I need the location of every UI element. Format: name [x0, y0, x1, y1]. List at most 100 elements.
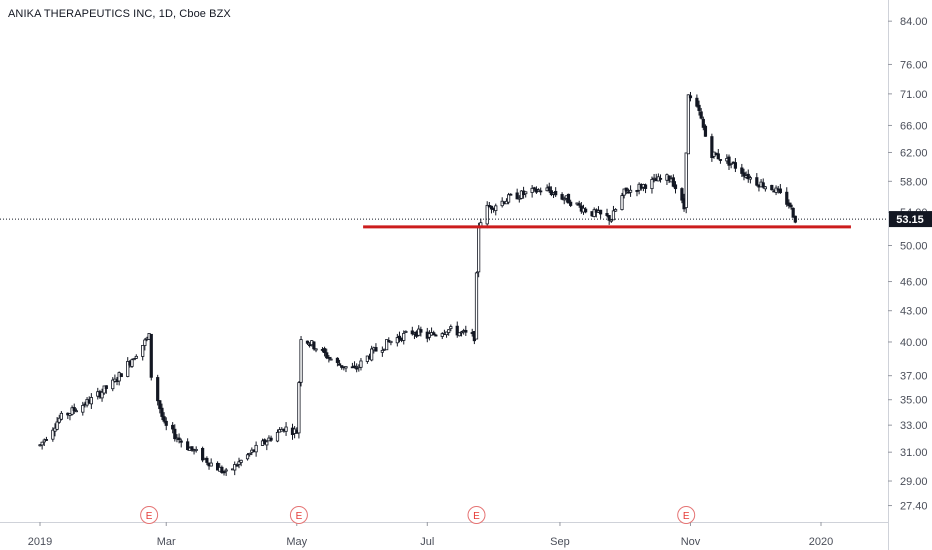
candle-body	[156, 377, 160, 402]
candle-body	[609, 219, 613, 222]
candle-body	[643, 184, 648, 189]
candle-body	[650, 179, 654, 190]
time-tick-label: Mar	[157, 536, 176, 548]
candle-body	[177, 437, 181, 440]
candle-body	[410, 330, 414, 335]
candle-body	[160, 407, 164, 417]
candle-body	[524, 191, 528, 195]
candle-body	[224, 469, 228, 472]
candle-body	[562, 198, 566, 201]
candle-body	[284, 426, 288, 432]
candle-body	[141, 344, 145, 357]
candle-body	[635, 190, 639, 192]
chart-title: ANIKA THERAPEUTICS INC, 1D, Cboe BZX	[8, 8, 231, 20]
candle-body	[404, 331, 408, 333]
price-tick-label: 40.00	[900, 337, 928, 349]
candle-body	[539, 190, 543, 193]
candle-body	[584, 208, 588, 213]
candle-body	[620, 195, 624, 210]
candle-body	[395, 337, 399, 344]
candle-body	[733, 162, 738, 169]
candle-body	[355, 367, 359, 370]
earnings-marker-icon[interactable]	[140, 506, 159, 524]
candle-body	[102, 385, 106, 394]
candle-body	[695, 97, 699, 107]
candle-body	[684, 152, 688, 208]
candle-body	[297, 382, 301, 434]
candle-body	[599, 209, 603, 215]
price-tick-label: 37.00	[900, 371, 928, 383]
candle-body	[457, 332, 461, 337]
earnings-marker-icon[interactable]	[467, 506, 486, 524]
price-tick-label: 84.00	[900, 16, 928, 28]
candle-body	[385, 339, 389, 351]
candle-body	[789, 204, 793, 208]
price-tick-label: 27.40	[900, 501, 928, 513]
candle-body	[703, 125, 708, 137]
candle-body	[710, 136, 714, 159]
candle-body	[89, 397, 93, 405]
candle-body	[592, 209, 596, 217]
candle-body	[402, 332, 406, 341]
price-tick-label: 29.00	[900, 476, 928, 488]
candle-body	[59, 412, 63, 420]
candle-body	[299, 339, 303, 383]
price-tick-label: 33.00	[900, 420, 928, 432]
candle-body	[209, 462, 213, 467]
candle-body	[697, 104, 701, 111]
candle-body	[566, 193, 571, 204]
candle-body	[536, 189, 541, 192]
candle-body	[444, 331, 449, 336]
candle-body	[337, 363, 342, 366]
candle-body	[134, 355, 138, 359]
candle-body	[611, 210, 616, 221]
candle-body	[628, 189, 633, 193]
candle-body	[239, 459, 243, 463]
price-tick-label: 66.00	[900, 120, 928, 132]
candle-body	[624, 187, 628, 192]
candle-body	[447, 329, 451, 333]
earnings-marker-label: E	[146, 511, 153, 522]
time-tick-label: Jul	[420, 536, 434, 548]
candle-body	[770, 184, 774, 191]
candle-body	[613, 209, 618, 212]
price-tick-label: 43.00	[900, 306, 928, 318]
time-tick-label: Sep	[550, 536, 570, 548]
candle-body	[237, 461, 241, 465]
candle-body	[186, 441, 190, 451]
candle-body	[51, 429, 55, 440]
candle-body	[671, 177, 675, 187]
candle-body	[791, 207, 795, 218]
candle-body	[554, 190, 558, 196]
last-price-label: 53.15	[896, 214, 924, 226]
candle-body	[130, 359, 134, 367]
candle-body	[327, 357, 331, 359]
candle-body	[432, 332, 436, 336]
candle-body	[718, 159, 723, 161]
candle-body	[419, 329, 423, 333]
candle-body	[658, 177, 663, 180]
candle-body	[397, 335, 402, 340]
price-tick-label: 35.00	[900, 395, 928, 407]
candle-body	[74, 410, 78, 413]
time-tick-label: May	[286, 536, 307, 548]
candle-body	[149, 333, 153, 378]
candle-body	[688, 95, 693, 99]
time-tick-label: 2019	[28, 536, 52, 548]
price-tick-label: 62.00	[900, 147, 928, 159]
candle-body	[547, 186, 551, 192]
candle-body	[72, 407, 76, 411]
candle-body	[370, 348, 374, 361]
candle-body	[104, 385, 108, 389]
earnings-marker-icon[interactable]	[677, 506, 696, 524]
price-tick-label: 50.00	[900, 240, 928, 252]
candle-body	[489, 205, 494, 210]
earnings-marker-icon[interactable]	[289, 506, 308, 524]
candle-body	[158, 400, 162, 410]
candle-body	[746, 173, 750, 180]
candle-body	[389, 340, 393, 344]
candle-body	[143, 339, 147, 346]
candle-body	[100, 391, 104, 399]
candle-body	[380, 349, 384, 353]
